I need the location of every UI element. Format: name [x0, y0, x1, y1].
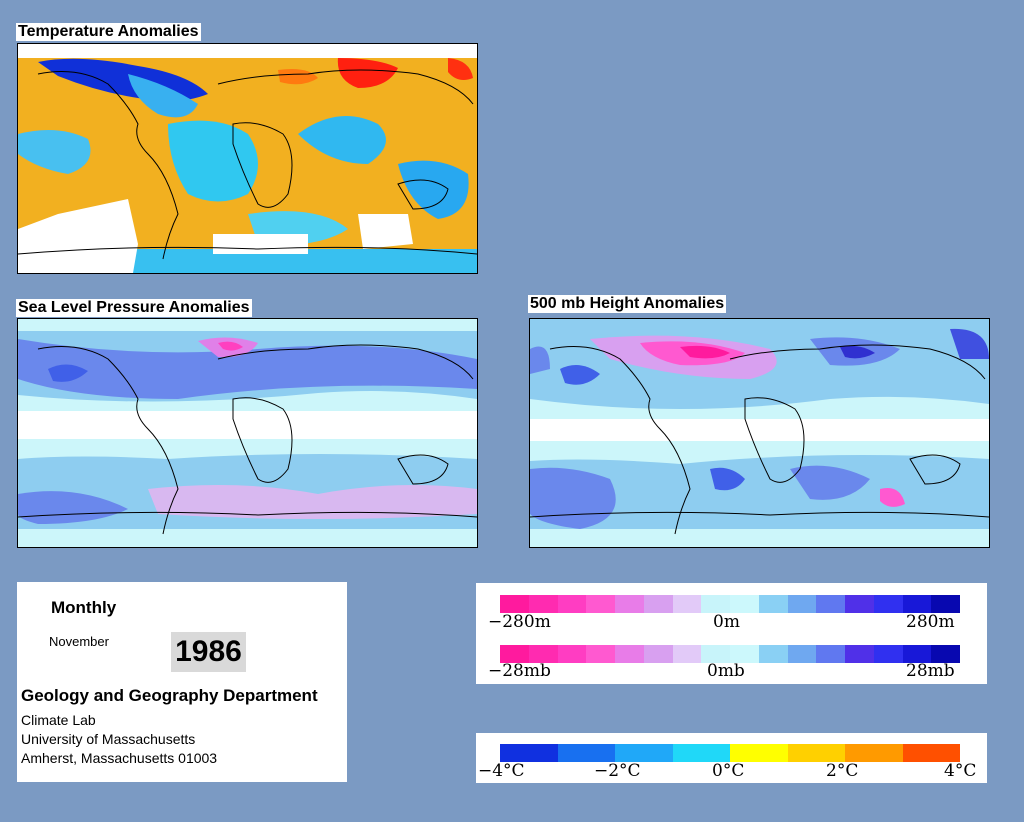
height-swatch — [701, 595, 730, 613]
slp-swatch — [701, 645, 730, 663]
height-anomaly-map — [529, 318, 990, 548]
height-pressure-legend: −280m 0m 280m −28mb 0mb 28mb — [476, 583, 987, 684]
slp-swatch — [758, 645, 788, 663]
slp-swatch — [902, 645, 932, 663]
slp-swatch — [672, 645, 702, 663]
slp-anomaly-map — [17, 318, 478, 548]
temp-label-0: 0°C — [712, 761, 745, 781]
temp-swatch — [787, 744, 845, 762]
slp-swatch — [500, 645, 529, 663]
height-swatch — [672, 595, 702, 613]
address-label: Amherst, Massachusetts 01003 — [21, 750, 218, 766]
temp-swatch — [845, 744, 903, 762]
temperature-legend: −4°C −2°C 0°C 2°C 4°C — [476, 733, 987, 783]
height-title: 500 mb Height Anomalies — [528, 295, 727, 313]
height-mid-label: 0m — [713, 612, 740, 632]
slp-title: Sea Level Pressure Anomalies — [16, 299, 252, 317]
temp-label-minus4: −4°C — [478, 761, 525, 781]
lab-label: Climate Lab — [21, 712, 96, 728]
temperature-anomaly-map — [17, 43, 478, 274]
slp-swatch — [816, 645, 845, 663]
slp-max-label: 28mb — [906, 661, 955, 681]
height-swatch — [845, 595, 874, 613]
slp-swatch — [787, 645, 817, 663]
month-label: November — [49, 634, 109, 649]
height-swatch — [500, 595, 529, 613]
height-colorbar — [500, 595, 960, 613]
department-label: Geology and Geography Department — [21, 686, 318, 705]
height-swatch — [787, 595, 817, 613]
temp-label-4: 4°C — [944, 761, 977, 781]
period-label: Monthly — [51, 598, 117, 617]
height-max-label: 280m — [906, 612, 955, 632]
height-swatch — [873, 595, 903, 613]
temp-swatch — [902, 744, 960, 762]
slp-swatch — [615, 645, 644, 663]
height-swatch — [902, 595, 932, 613]
height-swatch — [931, 595, 960, 613]
year-label: 1986 — [171, 632, 246, 672]
info-panel: Monthly November 1986 Geology and Geogra… — [17, 582, 347, 782]
slp-swatch — [643, 645, 673, 663]
temp-swatch — [557, 744, 615, 762]
height-swatch — [557, 595, 587, 613]
university-label: University of Massachusetts — [21, 731, 196, 747]
temperature-title: Temperature Anomalies — [16, 23, 201, 41]
temp-swatch — [500, 744, 558, 762]
height-swatch — [758, 595, 788, 613]
slp-swatch — [557, 645, 587, 663]
temp-swatch — [730, 744, 788, 762]
slp-swatch — [873, 645, 903, 663]
slp-colorbar — [500, 645, 960, 663]
temp-swatch — [672, 744, 730, 762]
slp-swatch — [845, 645, 874, 663]
temp-label-minus2: −2°C — [594, 761, 641, 781]
slp-mid-label: 0mb — [707, 661, 745, 681]
height-swatch — [528, 595, 558, 613]
slp-swatch — [931, 645, 960, 663]
slp-swatch — [586, 645, 615, 663]
height-min-label: −280m — [488, 612, 551, 632]
temp-swatch — [615, 744, 673, 762]
slp-swatch — [730, 645, 759, 663]
height-swatch — [816, 595, 845, 613]
temp-label-2: 2°C — [826, 761, 859, 781]
slp-min-label: −28mb — [488, 661, 551, 681]
height-swatch — [586, 595, 615, 613]
height-swatch — [643, 595, 673, 613]
slp-swatch — [528, 645, 558, 663]
height-swatch — [615, 595, 644, 613]
temperature-colorbar — [500, 744, 960, 762]
height-swatch — [730, 595, 759, 613]
